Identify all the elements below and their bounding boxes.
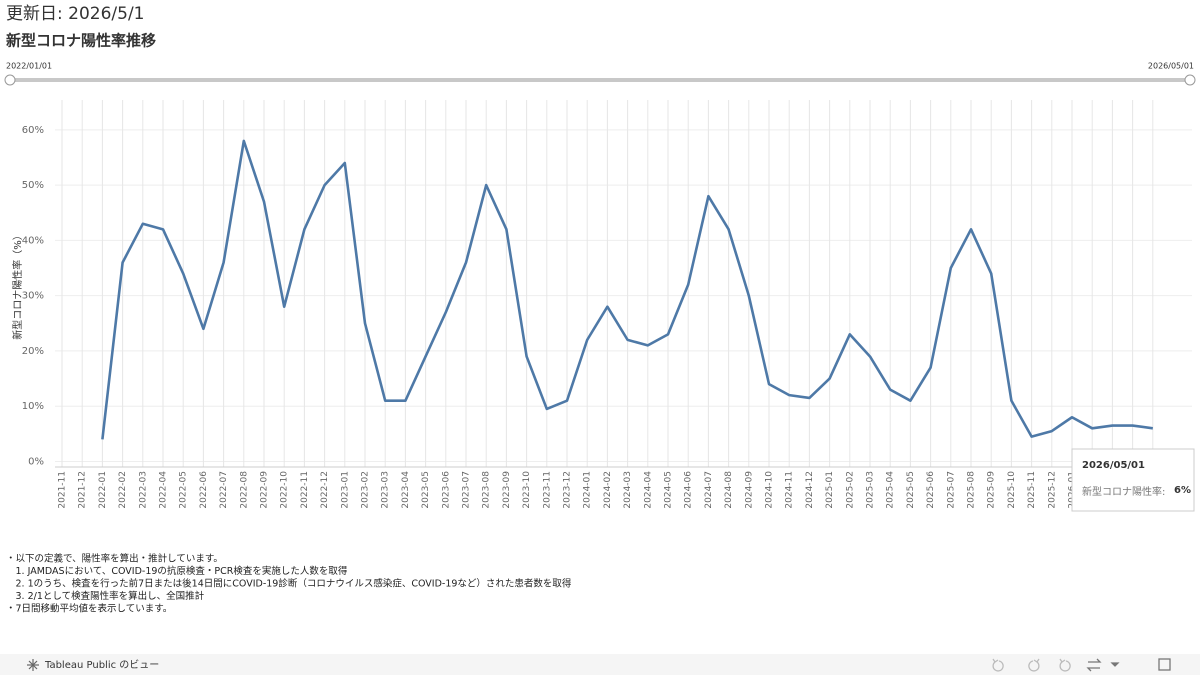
notes: ・以下の定義で、陽性率を算出・推計しています。 1. JAMDASにおいて、CO…: [6, 553, 572, 615]
x-tick-label: 2021-11: [58, 471, 68, 509]
x-tick-label: 2022-01: [98, 471, 108, 509]
tooltip-box: [1071, 448, 1195, 512]
tooltip-label: 新型コロナ陽性率:: [1082, 485, 1165, 498]
slider-start: 2022/01/01: [6, 62, 52, 71]
note-line: 1. JAMDASにおいて、COVID-19の抗原検査・PCR検査を実施した人数…: [6, 565, 348, 577]
x-tick-label: 2023-04: [401, 471, 411, 509]
data-line: [101, 139, 1153, 440]
x-tick-label: 2025-06: [926, 471, 936, 509]
fullscreen-icon[interactable]: [1158, 658, 1171, 671]
x-tick-label: 2025-07: [946, 471, 956, 509]
updated-date: 更新日: 2026/5/1: [6, 4, 144, 24]
x-tick-label: 2022-02: [118, 471, 128, 509]
x-tick-label: 2024-11: [785, 471, 795, 509]
x-tick-label: 2022-05: [179, 471, 189, 509]
x-tick-label: 2021-12: [78, 471, 88, 509]
x-tick-label: 2023-03: [381, 471, 391, 509]
x-tick-label: 2024-01: [583, 471, 593, 509]
x-tick-label: 2025-12: [1047, 471, 1057, 509]
x-tick-label: 2025-10: [1007, 471, 1017, 509]
x-tick-label: 2023-11: [542, 471, 552, 509]
x-tick-label: 2023-09: [502, 471, 512, 509]
x-tick-label: 2024-07: [704, 471, 714, 509]
x-tick-label: 2022-03: [138, 471, 148, 509]
x-tick-label: 2025-11: [1027, 471, 1037, 509]
x-tick-label: 2022-04: [159, 471, 169, 509]
x-tick-label: 2024-08: [724, 471, 734, 509]
x-tick-label: 2023-07: [462, 471, 472, 509]
tooltip-value: 6%: [1174, 485, 1191, 496]
chart-title: 新型コロナ陽性率推移: [6, 32, 156, 50]
y-tick-label: 60%: [22, 125, 44, 136]
footer-brand[interactable]: Tableau Public のビュー: [44, 659, 159, 671]
x-tick-label: 2023-01: [340, 471, 350, 509]
x-tick-label: 2024-03: [623, 471, 633, 509]
slider-end: 2026/05/01: [1148, 62, 1194, 71]
x-tick-label: 2023-12: [563, 471, 573, 509]
x-tick-label: 2024-12: [805, 471, 815, 509]
x-tick-label: 2025-08: [967, 471, 977, 509]
x-tick-label: 2025-02: [845, 471, 855, 509]
toolbar: [992, 658, 1171, 672]
x-tick-label: 2025-03: [866, 471, 876, 509]
note-line: ・以下の定義で、陽性率を算出・推計しています。: [6, 553, 223, 565]
x-tick-label: 2025-05: [906, 471, 916, 509]
share-icon[interactable]: [1086, 658, 1102, 672]
note-line: 3. 2/1として検査陽性率を算出し、全国推計: [6, 590, 205, 602]
footer-bar: [0, 654, 1200, 675]
y-tick-label: 30%: [22, 291, 44, 302]
y-tick-label: 50%: [22, 180, 44, 191]
tooltip-title: 2026/05/01: [1082, 460, 1145, 471]
x-tick-label: 2025-01: [825, 471, 835, 509]
x-tick-label: 2022-12: [320, 471, 330, 509]
x-tick-label: 2022-07: [219, 471, 229, 509]
undo-icon[interactable]: [992, 658, 1004, 672]
y-tick-label: 0%: [28, 456, 44, 467]
slider-handle[interactable]: [1184, 74, 1196, 86]
x-tick-label: 2023-02: [361, 471, 371, 509]
x-tick-label: 2024-06: [684, 471, 694, 509]
x-tick-label: 2024-02: [603, 471, 613, 509]
revert-icon[interactable]: [1059, 658, 1071, 672]
tooltip: 2026/05/01 新型コロナ陽性率: 6%: [1071, 448, 1195, 512]
x-tick-label: 2022-10: [280, 471, 290, 509]
x-tick-label: 2022-06: [199, 471, 209, 509]
dropdown-icon[interactable]: [1110, 662, 1120, 667]
x-tick-label: 2024-10: [765, 471, 775, 509]
x-tick-label: 2023-06: [441, 471, 451, 509]
tableau-logo: [27, 659, 39, 671]
slider-track[interactable]: [10, 78, 1190, 82]
note-line: ・7日間移動平均値を表示しています。: [6, 603, 172, 615]
x-tick-label: 2023-05: [421, 471, 431, 509]
y-tick-label: 40%: [22, 235, 44, 246]
y-axis-label: 新型コロナ陽性率（%）: [11, 230, 24, 340]
x-tick-label: 2025-04: [886, 471, 896, 509]
x-tick-label: 2024-09: [744, 471, 754, 509]
x-tick-label: 2022-11: [300, 471, 310, 509]
x-tick-label: 2024-05: [664, 471, 674, 509]
x-tick-label: 2023-08: [482, 471, 492, 509]
x-tick-label: 2023-10: [522, 471, 532, 509]
x-tick-label: 2024-04: [643, 471, 653, 509]
plot: 0% 10% 20% 30% 40% 50% 60% 2021-11 2021-12 2022-0…: [22, 100, 1192, 509]
x-tick-label: 2022-09: [260, 471, 270, 509]
y-tick-label: 10%: [22, 401, 44, 412]
redo-icon[interactable]: [1028, 658, 1040, 672]
y-tick-label: 20%: [22, 346, 44, 357]
x-tick-label: 2025-09: [987, 471, 997, 509]
note-line: 2. 1のうち、検査を行った前7日または後14日間にCOVID-19診断（コロナ…: [6, 578, 572, 590]
x-tick-label: 2022-08: [239, 471, 249, 509]
slider-handle[interactable]: [4, 74, 16, 86]
